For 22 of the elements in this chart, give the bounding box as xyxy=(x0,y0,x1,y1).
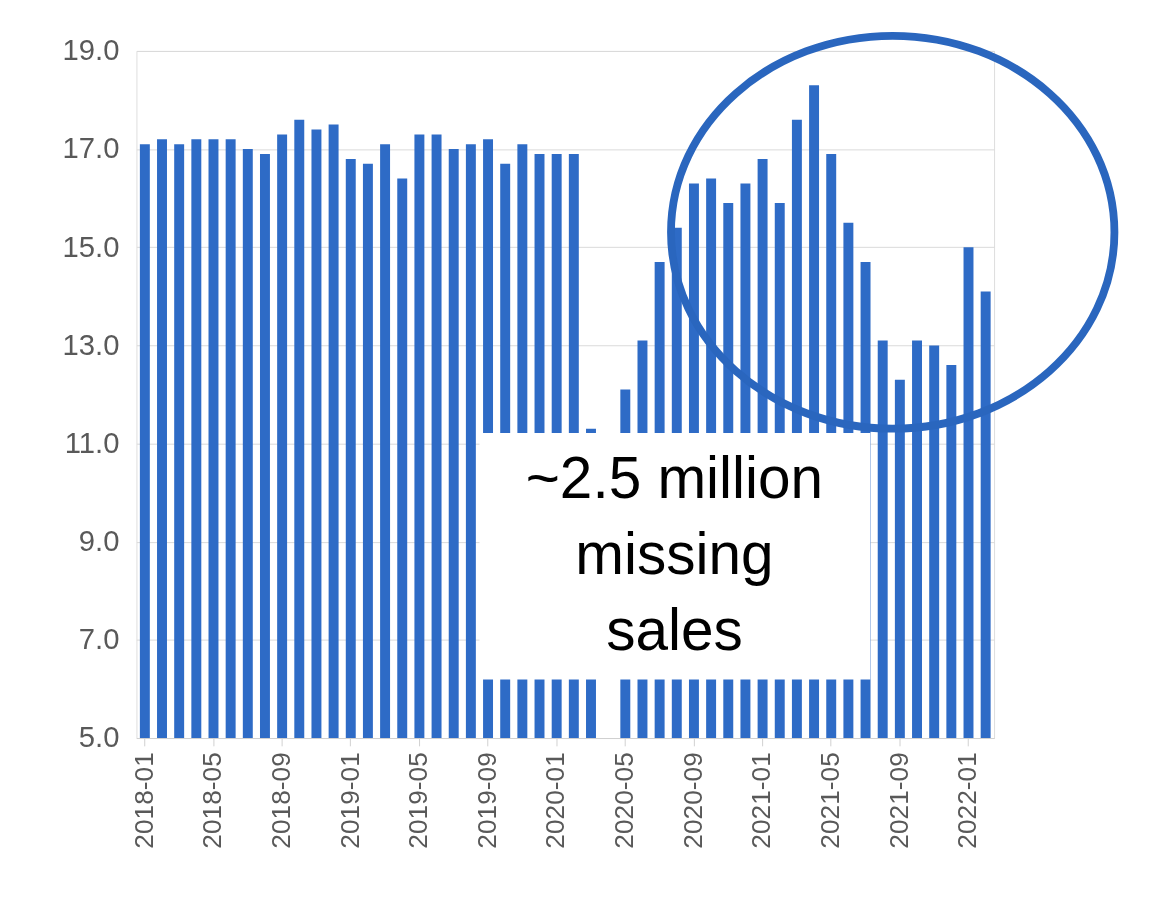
y-tick-label: 13.0 xyxy=(62,328,120,361)
x-tick-label: 2018-05 xyxy=(197,752,228,849)
x-tick-label: 2021-05 xyxy=(815,752,846,849)
y-tick-label: 7.0 xyxy=(78,623,120,656)
x-tick-label: 2019-09 xyxy=(471,752,502,849)
x-tick-label: 2020-05 xyxy=(609,752,640,849)
x-tick-label: 2021-01 xyxy=(746,752,777,849)
x-tick-label: 2022-01 xyxy=(952,752,983,849)
annotation: ~2.5 million missing sales xyxy=(525,445,824,663)
x-tick-label: 2021-09 xyxy=(883,752,914,849)
y-tick-label: 9.0 xyxy=(78,524,120,557)
x-tick-label: 2018-01 xyxy=(128,752,159,849)
y-tick-label: 5.0 xyxy=(78,721,120,754)
y-tick-label: 15.0 xyxy=(62,230,120,263)
y-tick-label: 11.0 xyxy=(64,426,120,459)
y-tick-label: 19.0 xyxy=(62,34,120,67)
x-tick-label: 2019-05 xyxy=(403,752,434,849)
x-tick-label: 2020-09 xyxy=(677,752,708,849)
x-tick-label: 2020-01 xyxy=(540,752,571,849)
y-tick-label: 17.0 xyxy=(62,132,120,165)
x-tick-label: 2018-09 xyxy=(265,752,296,849)
x-tick-label: 2019-01 xyxy=(334,752,365,849)
